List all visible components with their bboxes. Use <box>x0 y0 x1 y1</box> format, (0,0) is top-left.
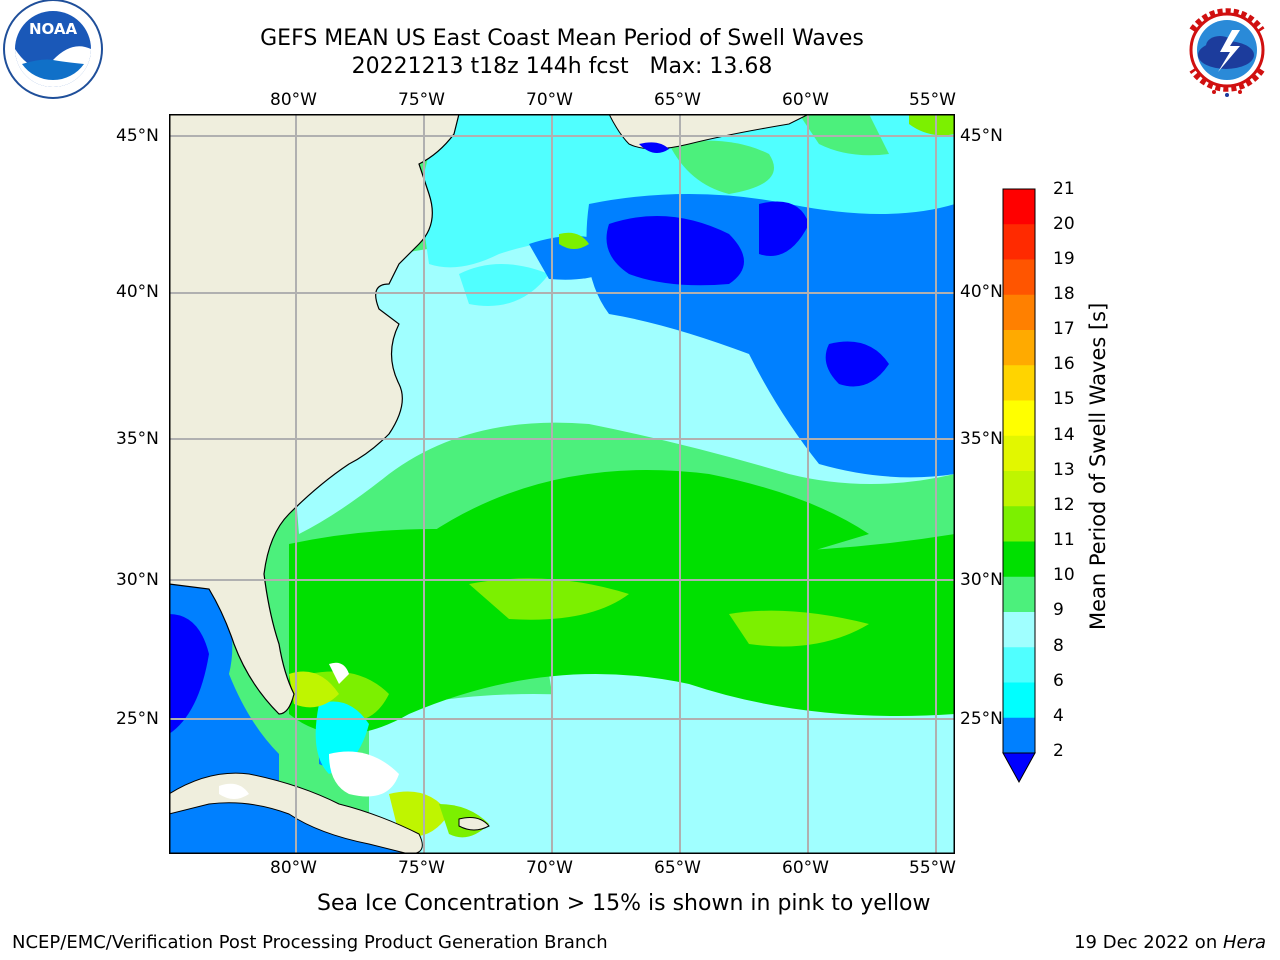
lat-label-left: 35°N <box>116 429 159 449</box>
colorbar-tick-label: 20 <box>1053 214 1075 234</box>
lon-label-bottom: 80°W <box>270 858 317 878</box>
lon-label-top: 80°W <box>270 90 317 110</box>
lon-label-top: 70°W <box>526 90 573 110</box>
map-gridlines <box>169 114 955 854</box>
colorbar-tick-label: 15 <box>1053 389 1075 409</box>
lat-label-right: 30°N <box>960 570 1003 590</box>
colorbar-swatch <box>1003 647 1035 683</box>
colorbar-tick-label: 12 <box>1053 495 1075 515</box>
lat-label-right: 40°N <box>960 282 1003 302</box>
us-landmass <box>169 114 460 715</box>
nws-logo <box>1176 0 1278 102</box>
colorbar-outline <box>1002 188 1036 754</box>
lon-label-bottom: 55°W <box>909 858 956 878</box>
colorbar-tick-label: 16 <box>1053 354 1075 374</box>
colorbar-tick-label: 4 <box>1053 706 1064 726</box>
lon-label-bottom: 60°W <box>782 858 829 878</box>
colorbar-tick-label: 6 <box>1053 671 1064 691</box>
colorbar-tick-label: 14 <box>1053 425 1075 445</box>
lon-label-top: 55°W <box>909 90 956 110</box>
colorbar-swatch <box>1003 294 1035 331</box>
colorbar-tick-label: 10 <box>1053 565 1075 585</box>
lat-label-right: 35°N <box>960 429 1003 449</box>
colorbar <box>1002 188 1036 784</box>
colorbar-swatch <box>1003 330 1035 366</box>
machine-name: Hera <box>1222 932 1266 953</box>
map-panel <box>169 114 955 854</box>
colorbar-tick-label: 11 <box>1053 530 1075 550</box>
colorbar-tick-label: 17 <box>1053 319 1075 339</box>
colorbar-label: Mean Period of Swell Waves [s] <box>1086 302 1110 630</box>
map-subtitle: 20221213 t18z 144h fcst Max: 13.68 <box>351 54 773 79</box>
swell-period-map <box>169 114 955 854</box>
noaa-logo-text: NOAA <box>29 20 78 38</box>
map-title: GEFS MEAN US East Coast Mean Period of S… <box>260 26 864 51</box>
colorbar-swatch <box>1003 612 1035 648</box>
sea-ice-caption: Sea Ice Concentration > 15% is shown in … <box>317 891 931 916</box>
colorbar-tick-label: 2 <box>1053 741 1064 761</box>
date-footer-text: 19 Dec 2022 on <box>1074 932 1223 953</box>
lat-label-left: 40°N <box>116 282 159 302</box>
colorbar-tick-label: 9 <box>1053 600 1064 620</box>
colorbar-swatch <box>1003 259 1035 296</box>
colorbar-tick-label: 21 <box>1053 179 1075 199</box>
lat-label-left: 30°N <box>116 570 159 590</box>
lon-label-top: 60°W <box>782 90 829 110</box>
lat-label-left: 25°N <box>116 709 159 729</box>
colorbar-tick-label: 19 <box>1053 249 1075 269</box>
colorbar-swatch <box>1003 576 1035 613</box>
colorbar-swatch <box>1003 541 1035 578</box>
lon-label-bottom: 65°W <box>654 858 701 878</box>
colorbar-tick-label: 8 <box>1053 636 1064 656</box>
colorbar-tick-label: 13 <box>1053 460 1075 480</box>
lon-label-top: 65°W <box>654 90 701 110</box>
colorbar-swatch <box>1003 717 1035 754</box>
colorbar-swatch <box>1003 682 1035 719</box>
colorbar-extend-triangle <box>1002 752 1036 784</box>
colorbar-swatch <box>1003 435 1035 472</box>
colorbar-swatch <box>1003 471 1035 507</box>
credit-footer: NCEP/EMC/Verification Post Processing Pr… <box>12 932 608 953</box>
lon-label-bottom: 75°W <box>398 858 445 878</box>
noaa-logo: NOAA <box>2 0 104 102</box>
colorbar-swatch <box>1003 224 1035 260</box>
colorbar-swatch <box>1003 189 1035 225</box>
lat-label-right: 25°N <box>960 709 1003 729</box>
lon-label-bottom: 70°W <box>526 858 573 878</box>
colorbar-swatch <box>1003 506 1035 542</box>
colorbar-swatch <box>1003 365 1035 401</box>
lat-label-right: 45°N <box>960 126 1003 146</box>
colorbar-swatch <box>1003 400 1035 437</box>
lat-label-left: 45°N <box>116 126 159 146</box>
colorbar-tick-label: 18 <box>1053 284 1075 304</box>
date-footer: 19 Dec 2022 on Hera <box>1074 932 1266 953</box>
lon-label-top: 75°W <box>398 90 445 110</box>
